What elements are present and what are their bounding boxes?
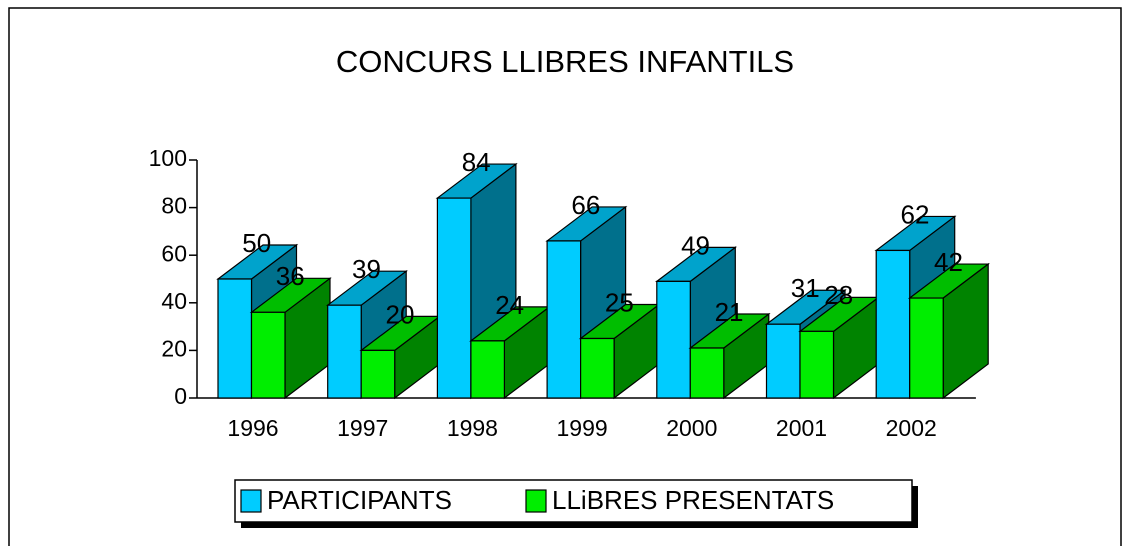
data-label: 21 xyxy=(715,297,744,327)
y-tick-label: 100 xyxy=(149,145,187,171)
bar-3d xyxy=(469,305,552,400)
y-tick-label: 0 xyxy=(174,383,187,409)
chart-title: CONCURS LLIBRES INFANTILS xyxy=(336,44,794,79)
bar xyxy=(909,297,944,399)
bar xyxy=(656,280,691,399)
legend-label: PARTICIPANTS xyxy=(267,485,452,515)
bar xyxy=(470,340,505,399)
legend xyxy=(234,479,913,523)
data-label: 20 xyxy=(385,299,414,329)
bar xyxy=(579,337,615,399)
legend-label: LLiBRES PRESENTATS xyxy=(552,485,834,515)
data-label: 42 xyxy=(934,247,963,277)
x-tick-label: 2001 xyxy=(776,415,827,441)
data-label: 36 xyxy=(276,261,305,291)
data-label: 39 xyxy=(352,254,381,284)
y-tick-label: 40 xyxy=(161,288,187,314)
data-label: 84 xyxy=(462,147,491,177)
y-tick-label: 20 xyxy=(161,335,187,361)
y-tick-label: 60 xyxy=(161,240,187,266)
data-label: 66 xyxy=(571,190,600,220)
bar-3d xyxy=(798,296,881,400)
bar xyxy=(327,304,362,399)
x-tick-label: 1998 xyxy=(447,415,498,441)
legend-swatch xyxy=(240,489,262,513)
bar xyxy=(217,278,253,399)
bar-3d xyxy=(907,262,990,400)
data-label: 62 xyxy=(900,199,929,229)
data-label: 24 xyxy=(495,290,524,320)
bar xyxy=(546,240,582,399)
x-tick-label: 1999 xyxy=(557,415,608,441)
x-tick-label: 1996 xyxy=(227,415,278,441)
x-tick-label: 1997 xyxy=(337,415,388,441)
legend-swatch xyxy=(525,489,547,513)
data-label: 49 xyxy=(681,230,710,260)
bar xyxy=(250,311,286,399)
x-tick-label: 2000 xyxy=(666,415,717,441)
bar xyxy=(436,197,472,399)
bar xyxy=(689,347,725,399)
y-tick-label: 80 xyxy=(161,193,187,219)
data-label: 28 xyxy=(824,280,853,310)
bar-3d xyxy=(249,277,332,400)
bar xyxy=(799,330,835,399)
data-label: 25 xyxy=(605,287,634,317)
bar-3d xyxy=(688,312,771,400)
bar-3d xyxy=(578,303,661,400)
bar xyxy=(360,349,396,399)
x-tick-label: 2002 xyxy=(886,415,937,441)
bar xyxy=(875,249,911,399)
data-label: 50 xyxy=(242,228,271,258)
data-label: 31 xyxy=(791,273,820,303)
bar-3d xyxy=(359,315,442,400)
bar xyxy=(765,323,801,399)
